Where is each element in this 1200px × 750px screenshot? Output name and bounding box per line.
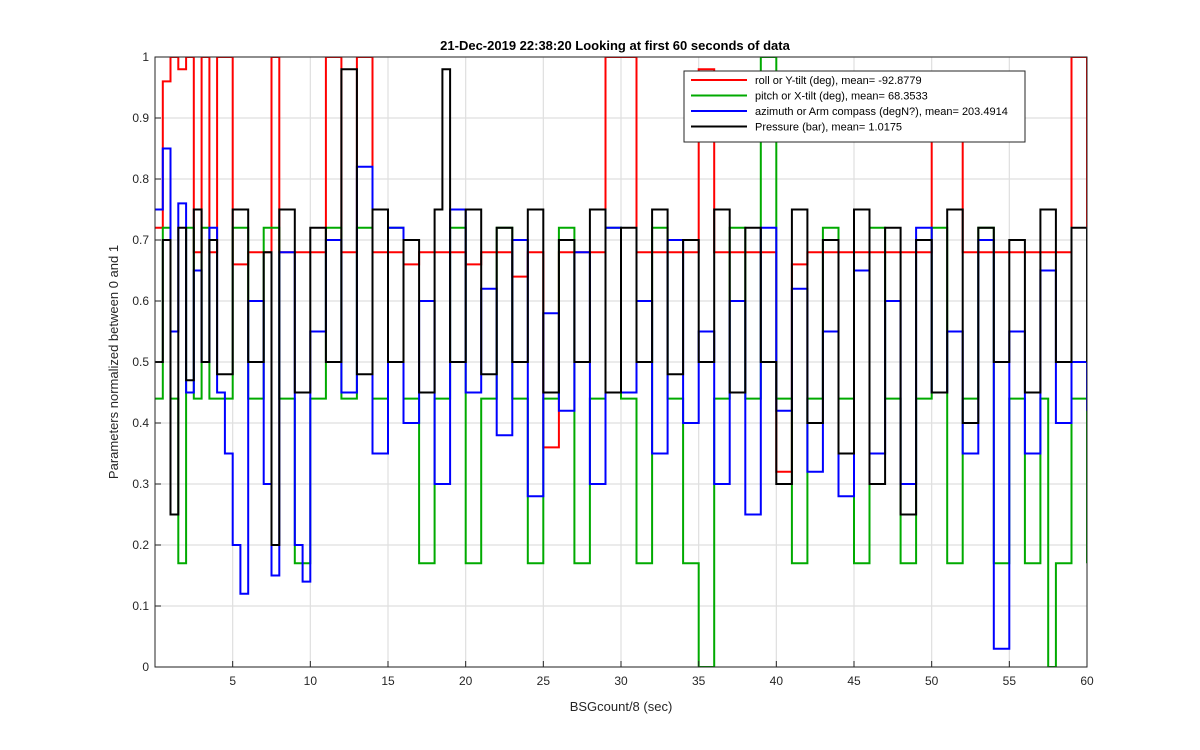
y-tick-label: 0.2	[132, 538, 149, 552]
x-tick-label: 25	[537, 674, 551, 688]
x-tick-label: 35	[692, 674, 706, 688]
series-line-3	[155, 68, 1087, 546]
y-tick-label: 0.6	[132, 294, 149, 308]
y-tick-label: 0	[142, 660, 149, 674]
x-tick-label: 15	[381, 674, 395, 688]
y-axis-label: Parameters normalized between 0 and 1	[106, 245, 121, 479]
x-tick-label: 55	[1003, 674, 1017, 688]
y-tick-label: 0.5	[132, 355, 149, 369]
y-tick-label: 0.3	[132, 477, 149, 491]
x-tick-label: 30	[614, 674, 628, 688]
series-group	[155, 57, 1087, 667]
x-tick-label: 20	[459, 674, 473, 688]
y-tick-label: 0.4	[132, 416, 149, 430]
legend-entry-1: pitch or X-tilt (deg), mean= 68.3533	[755, 91, 928, 103]
chart-title: 21-Dec-2019 22:38:20 Looking at first 60…	[440, 38, 790, 53]
legend-entry-3: Pressure (bar), mean= 1.0175	[755, 122, 902, 134]
legend-entry-2: azimuth or Arm compass (degN?), mean= 20…	[755, 106, 1008, 118]
x-tick-label: 45	[847, 674, 861, 688]
y-tick-label: 0.7	[132, 233, 149, 247]
legend-entry-0: roll or Y-tilt (deg), mean= -92.8779	[755, 75, 922, 87]
x-tick-label: 5	[229, 674, 236, 688]
y-tick-label: 0.1	[132, 599, 149, 613]
x-axis-label: BSGcount/8 (sec)	[570, 699, 673, 714]
x-tick-label: 10	[304, 674, 318, 688]
axis-ticks: 5 10 15 20 25 30 35 40 45 50 55 60 0 0.1 0.2 0.3 0.4 0.5 0…	[132, 50, 1094, 688]
legend: roll or Y-tilt (deg), mean= -92.8779 pitc…	[683, 70, 1026, 143]
x-tick-label: 40	[770, 674, 784, 688]
y-tick-label: 1	[142, 50, 149, 64]
x-tick-label: 50	[925, 674, 939, 688]
y-tick-label: 0.8	[132, 172, 149, 186]
legend-box	[683, 70, 1026, 143]
y-tick-label: 0.9	[132, 111, 149, 125]
x-tick-label: 60	[1080, 674, 1094, 688]
